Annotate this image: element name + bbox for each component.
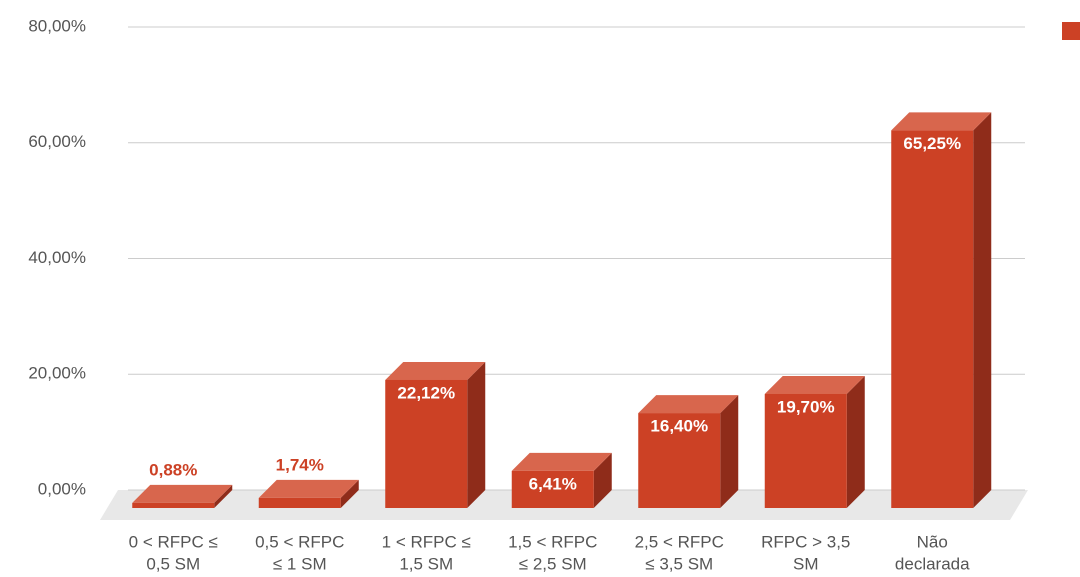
bar-top (385, 361, 486, 380)
bar (764, 393, 847, 508)
y-tick-label: 80,00% (28, 16, 86, 35)
legend-marker (1062, 22, 1080, 40)
x-tick-label: RFPC > 3,5 (761, 532, 850, 551)
bar-top (638, 395, 739, 414)
x-tick-label: 0,5 < RFPC (255, 532, 344, 551)
value-label: 19,70% (777, 397, 835, 416)
bar-side (720, 395, 739, 508)
x-tick-label: 1,5 SM (399, 554, 453, 573)
y-tick-label: 20,00% (28, 364, 86, 383)
bar (385, 379, 468, 508)
value-label: 65,25% (903, 134, 961, 153)
bar-top (891, 112, 992, 131)
value-label: 1,74% (276, 455, 324, 474)
value-label: 6,41% (529, 474, 577, 493)
value-label: 0,88% (149, 460, 197, 479)
x-tick-label: 0 < RFPC ≤ (129, 532, 218, 551)
x-tick-label: SM (793, 554, 819, 573)
value-label: 22,12% (397, 383, 455, 402)
bar-top (511, 452, 612, 471)
bar (132, 502, 215, 508)
bar-side (467, 361, 486, 508)
x-tick-label: 0,5 SM (146, 554, 200, 573)
x-tick-label: Não (917, 532, 948, 551)
x-tick-label: ≤ 3,5 SM (645, 554, 713, 573)
bar-side (214, 484, 233, 508)
x-tick-label: declarada (895, 554, 970, 573)
x-tick-label: 2,5 < RFPC (635, 532, 724, 551)
bar-top (258, 479, 359, 498)
bar-side (340, 479, 359, 508)
y-tick-label: 40,00% (28, 248, 86, 267)
bar-top (764, 375, 865, 394)
bar (638, 413, 721, 508)
bar (511, 470, 594, 508)
bar-side (973, 112, 992, 508)
y-tick-label: 0,00% (38, 479, 86, 498)
x-tick-label: 1,5 < RFPC (508, 532, 597, 551)
bar (258, 497, 341, 508)
bar (891, 130, 974, 508)
x-tick-label: ≤ 1 SM (273, 554, 327, 573)
bar-top (132, 484, 233, 503)
bar-side (593, 452, 612, 508)
x-tick-label: 1 < RFPC ≤ (382, 532, 471, 551)
value-label: 16,40% (650, 417, 708, 436)
x-tick-label: ≤ 2,5 SM (519, 554, 587, 573)
bar-side (846, 375, 865, 508)
y-tick-label: 60,00% (28, 132, 86, 151)
